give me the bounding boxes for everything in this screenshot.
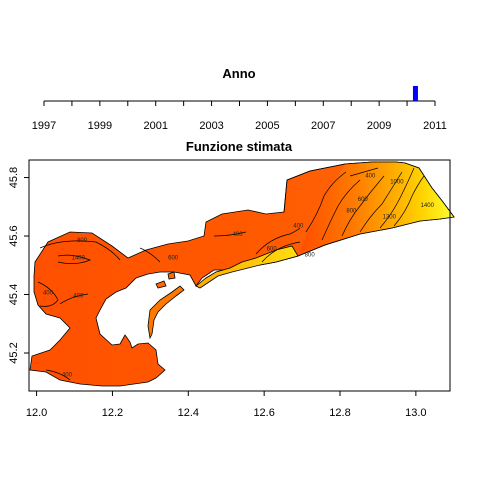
contour-label: 400 [43,291,54,297]
region-lido-island [147,285,185,340]
contour-east-1 [305,171,347,233]
contour-north [349,167,379,177]
contour-center-c [261,241,301,263]
y-tick-label: 45.4 [8,284,20,305]
slider-tick-label: 2005 [255,120,279,132]
contour-east-4 [359,171,403,233]
contour-lines [37,167,425,381]
region-islet-1 [155,280,167,289]
y-tick-label: 45.2 [8,342,20,363]
x-tick-label: 12.6 [253,407,274,419]
year-slider[interactable]: Anno 1997 1999 2001 2003 2005 2007 2009 2011 [32,66,447,132]
contour-label: 400 [365,174,376,180]
contour-center-b [255,227,301,255]
contour-east-6 [393,175,425,227]
contour-west-b [57,254,91,264]
contour-label: 1200 [383,214,397,220]
slider-tick-label: 2011 [423,120,447,132]
region-lagoon-strip [195,245,299,289]
contour-west-c [37,281,59,307]
contour-label: 400 [62,372,73,378]
x-tick-label: 12.4 [178,407,199,419]
region-east-outline [251,161,455,266]
slider-tick-label: 2001 [143,120,167,132]
slider-tick-label: 1999 [88,120,112,132]
contour-label: 800 [305,252,316,258]
x-tick-label: 13.0 [405,407,426,419]
contour-east-2 [321,179,361,241]
contour-label: 600 [358,197,369,203]
contour-west-a [39,240,121,261]
contour-label: 1400 [72,255,86,261]
chart-title: Funzione stimata [186,139,293,154]
region-east-gradient [300,162,454,252]
slider-tick-label: 2003 [199,120,223,132]
contour-label: 800 [77,238,88,244]
slider-tick-label: 1997 [32,120,56,132]
contour-south [45,369,71,381]
x-tick-label: 12.2 [102,407,123,419]
plot-frame [28,159,451,392]
x-axis: 12.0 12.2 12.4 12.6 12.8 13.0 [26,391,427,419]
x-tick-label: 12.0 [26,407,47,419]
contour-east-5 [379,167,415,229]
slider-ticks: 1997 1999 2001 2003 2005 2007 2009 2011 [32,101,447,132]
contour-label: 400 [293,223,304,229]
contour-label: 800 [346,209,357,215]
map-chart: Funzione stimata [8,139,455,419]
slider-tick-label: 2009 [367,120,391,132]
slider-title: Anno [222,66,255,81]
slider-tick-label: 2007 [311,120,335,132]
slider-selected-year-indicator[interactable] [412,86,418,101]
contour-west-d [59,293,89,305]
contour-label: 600 [168,255,179,261]
x-tick-label: 12.8 [329,407,350,419]
contour-label: 600 [267,247,278,253]
y-tick-label: 45.6 [8,225,20,246]
y-tick-label: 45.8 [8,167,20,188]
region-islet-2 [167,271,176,280]
contour-label: 1400 [421,203,435,209]
y-axis: 45.2 45.4 45.6 45.8 [8,167,29,364]
contour-center-a [213,231,247,237]
contour-east-3 [341,175,385,237]
contour-label: 400 [73,293,84,299]
contour-label: 400 [233,232,244,238]
region-polygons [29,161,455,387]
contour-label: 1000 [390,179,404,185]
contour-mid [139,247,161,263]
